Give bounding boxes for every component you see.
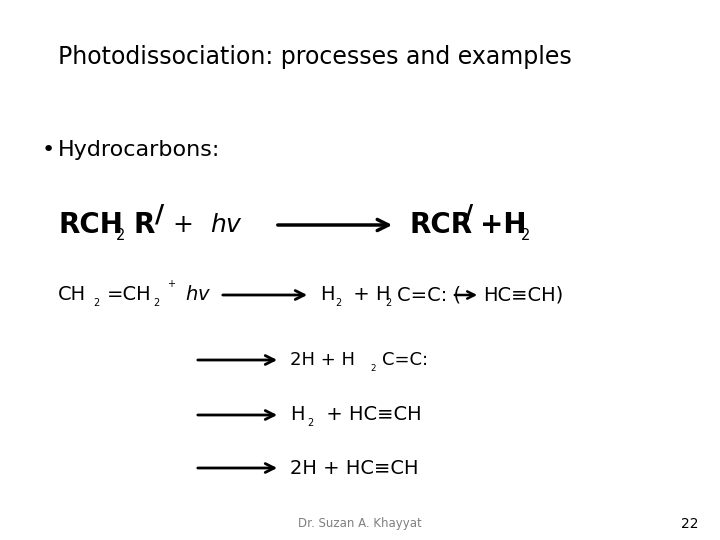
Text: +H: +H [480, 211, 526, 239]
Text: $_2$: $_2$ [153, 295, 161, 309]
Text: RCH: RCH [58, 211, 123, 239]
Text: $_2$: $_2$ [93, 295, 100, 309]
Text: CH: CH [58, 286, 86, 305]
Text: $_2$: $_2$ [115, 223, 125, 243]
Text: + H: + H [347, 286, 390, 305]
Text: •: • [42, 140, 55, 160]
Text: 2H + H: 2H + H [290, 351, 355, 369]
Text: $hv$: $hv$ [210, 213, 243, 237]
Text: H: H [290, 406, 305, 424]
Text: $_2$: $_2$ [335, 295, 342, 309]
Text: H: H [320, 286, 335, 305]
Text: $^+$: $^+$ [165, 279, 176, 293]
Text: 2H + HC≡CH: 2H + HC≡CH [290, 458, 418, 477]
Text: Photodissociation: processes and examples: Photodissociation: processes and example… [58, 45, 572, 69]
Text: Hydrocarbons:: Hydrocarbons: [58, 140, 220, 160]
Text: $_2$: $_2$ [385, 295, 392, 309]
Text: $_2$: $_2$ [370, 361, 377, 374]
Text: /: / [464, 203, 473, 227]
Text: +: + [172, 213, 193, 237]
Text: RCR: RCR [410, 211, 473, 239]
Text: R: R [133, 211, 154, 239]
Text: $_2$: $_2$ [520, 223, 530, 243]
Text: C=C: (: C=C: ( [397, 286, 461, 305]
Text: Dr. Suzan A. Khayyat: Dr. Suzan A. Khayyat [298, 517, 422, 530]
Text: /: / [155, 203, 164, 227]
Text: 22: 22 [681, 517, 698, 531]
Text: + HC≡CH: + HC≡CH [320, 406, 422, 424]
Text: HC≡CH): HC≡CH) [483, 286, 563, 305]
Text: =CH: =CH [107, 286, 152, 305]
Text: $_2$: $_2$ [307, 415, 315, 429]
Text: C=C:: C=C: [382, 351, 428, 369]
Text: $hv$: $hv$ [185, 286, 211, 305]
